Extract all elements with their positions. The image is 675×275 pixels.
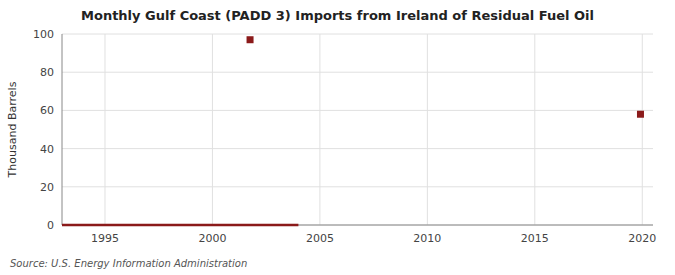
x-tick-label: 1995 [91, 232, 119, 245]
x-tick-label: 2000 [198, 232, 226, 245]
x-grid-line [104, 34, 105, 225]
y-tick-label: 60 [40, 104, 54, 117]
y-axis-line [62, 34, 63, 225]
x-grid-line [427, 34, 428, 225]
y-grid-line [62, 186, 653, 187]
y-grid-line [62, 34, 653, 35]
y-grid-line [62, 110, 653, 111]
x-tick-label: 2005 [306, 232, 334, 245]
data-line [62, 224, 298, 227]
y-tick-label: 40 [40, 143, 54, 156]
y-grid-line [62, 72, 653, 73]
y-grid-line [62, 225, 653, 226]
x-tick-label: 2020 [628, 232, 656, 245]
data-group [62, 36, 644, 225]
x-grid-line [642, 34, 643, 225]
title: Monthly Gulf Coast (PADD 3) Imports from… [81, 8, 594, 23]
y-tick-label: 0 [47, 219, 54, 232]
y-tick-label: 100 [33, 28, 54, 41]
x-axis-line [62, 225, 653, 226]
data-point [247, 36, 254, 43]
source-note: Source: U.S. Energy Information Administ… [10, 258, 247, 269]
grid [62, 34, 653, 225]
data-point [637, 111, 644, 118]
x-tick-label: 2010 [413, 232, 441, 245]
chart: 0 20 40 60 80 100 1995 2000 2005 2010 2015 2020 Mont… [0, 0, 675, 275]
x-grid-line [212, 34, 213, 225]
x-grid-line [319, 34, 320, 225]
plot-area [62, 34, 653, 225]
x-tick-label: 2015 [521, 232, 549, 245]
y-axis-label: Thousand Barrels [6, 81, 19, 178]
y-tick-label: 20 [40, 181, 54, 194]
x-grid-line [534, 34, 535, 225]
y-tick-label: 80 [40, 66, 54, 79]
y-grid-line [62, 148, 653, 149]
